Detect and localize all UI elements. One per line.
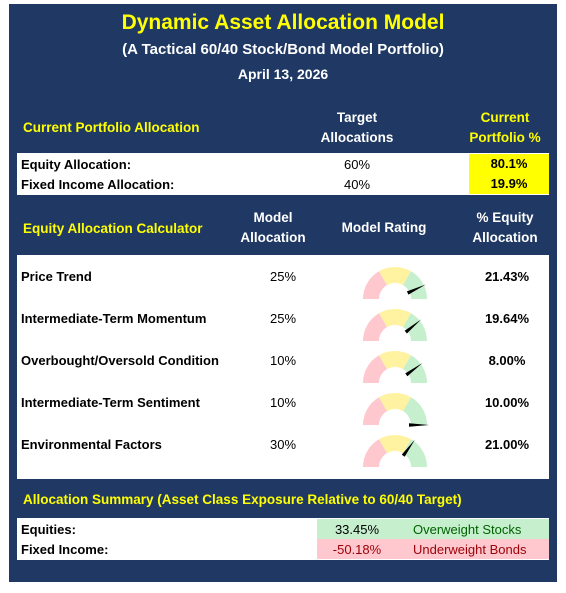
page-subtitle: (A Tactical 60/40 Stock/Bond Model Portf… — [122, 41, 444, 58]
gauge-yellow-segment — [379, 309, 411, 328]
gauge-needle — [409, 423, 429, 427]
gauge-yellow-segment — [379, 351, 411, 370]
summary-equities-label: Equities: — [21, 522, 76, 537]
gauge-yellow-segment — [379, 267, 411, 286]
summary-fixed-income-value: -50.18% — [332, 542, 382, 557]
overweight-highlight — [317, 519, 549, 539]
current-header-line2: Portfolio % — [469, 130, 541, 145]
target-header-line1: Target — [336, 110, 378, 125]
equity-current-value: 80.1% — [469, 154, 549, 174]
underweight-highlight — [317, 539, 549, 559]
equity-allocation-label: Equity Allocation: — [21, 157, 132, 172]
calculator-table: Price Trend 25% 21.43% Intermediate-Term Mo… — [17, 255, 549, 479]
dashboard-frame: Dynamic Asset Allocation Model (A Tactic… — [9, 4, 557, 582]
fixed-income-current-value: 19.9% — [469, 174, 549, 194]
model-rating-header: Model Rating — [341, 220, 427, 235]
portfolio-table: Equity Allocation: 60% 80.1% Fixed Incom… — [17, 153, 549, 195]
summary-equities-value: 33.45% — [334, 522, 380, 537]
gauge-yellow-segment — [379, 435, 411, 454]
summary-table: Equities: 33.45% Overweight Stocks Fixed… — [17, 518, 549, 560]
calculator-row-equity-allocation: 10.00% — [484, 395, 530, 410]
gauge-green-segment — [403, 439, 427, 467]
calculator-row-label: Environmental Factors — [21, 437, 162, 452]
summary-section-label: Allocation Summary (Asset Class Exposure… — [23, 492, 462, 507]
gauge-yellow-segment — [379, 393, 411, 412]
calculator-row-label: Price Trend — [21, 269, 92, 284]
target-header-line2: Allocations — [320, 130, 394, 145]
gauge-green-segment — [403, 313, 427, 341]
page-title: Dynamic Asset Allocation Model — [121, 11, 445, 34]
calculator-row-model-allocation: 25% — [269, 311, 297, 326]
portfolio-section-label: Current Portfolio Allocation — [23, 120, 200, 135]
gauge-red-segment — [363, 439, 387, 467]
calculator-row-equity-allocation: 19.64% — [484, 311, 530, 326]
rating-gauge-icon — [363, 351, 427, 383]
calculator-row-model-allocation: 10% — [269, 395, 297, 410]
equity-target-value: 60% — [343, 157, 371, 172]
summary-equities-status: Overweight Stocks — [413, 522, 522, 537]
summary-fixed-income-status: Underweight Bonds — [413, 542, 527, 557]
rating-gauge-icon — [363, 309, 427, 341]
calculator-row-label: Intermediate-Term Sentiment — [21, 395, 200, 410]
gauge-red-segment — [363, 271, 387, 299]
calculator-row-model-allocation: 30% — [269, 437, 297, 452]
calculator-row-label: Overbought/Oversold Condition — [21, 353, 219, 368]
fixed-income-allocation-label: Fixed Income Allocation: — [21, 177, 175, 192]
gauge-red-segment — [363, 397, 387, 425]
gauge-red-segment — [363, 355, 387, 383]
model-allocation-header-line1: Model — [253, 210, 293, 225]
rating-gauge-icon — [363, 435, 427, 467]
equity-allocation-header-line1: % Equity — [476, 210, 534, 225]
gauge-needle — [405, 363, 423, 377]
calculator-row-label: Intermediate-Term Momentum — [21, 311, 207, 326]
calculator-row-equity-allocation: 21.00% — [484, 437, 530, 452]
summary-fixed-income-label: Fixed Income: — [21, 542, 109, 557]
calculator-row-model-allocation: 25% — [269, 269, 297, 284]
rating-gauge-icon — [363, 393, 429, 427]
gauge-needle — [406, 284, 426, 295]
gauge-red-segment — [363, 313, 387, 341]
calculator-row-equity-allocation: 21.43% — [484, 269, 530, 284]
gauge-green-segment — [403, 271, 427, 299]
gauge-needle — [404, 319, 422, 334]
gauge-needle — [401, 439, 415, 457]
rating-gauge-icon — [363, 267, 427, 299]
calculator-row-equity-allocation: 8.00% — [488, 353, 526, 368]
calculator-section-label: Equity Allocation Calculator — [23, 221, 203, 236]
current-header-line1: Current — [480, 110, 530, 125]
calculator-row-model-allocation: 10% — [269, 353, 297, 368]
fixed-income-target-value: 40% — [343, 177, 371, 192]
page-date: April 13, 2026 — [237, 66, 329, 82]
model-allocation-header-line2: Allocation — [240, 230, 306, 245]
equity-allocation-header-line2: Allocation — [472, 230, 538, 245]
gauge-green-segment — [403, 397, 427, 425]
